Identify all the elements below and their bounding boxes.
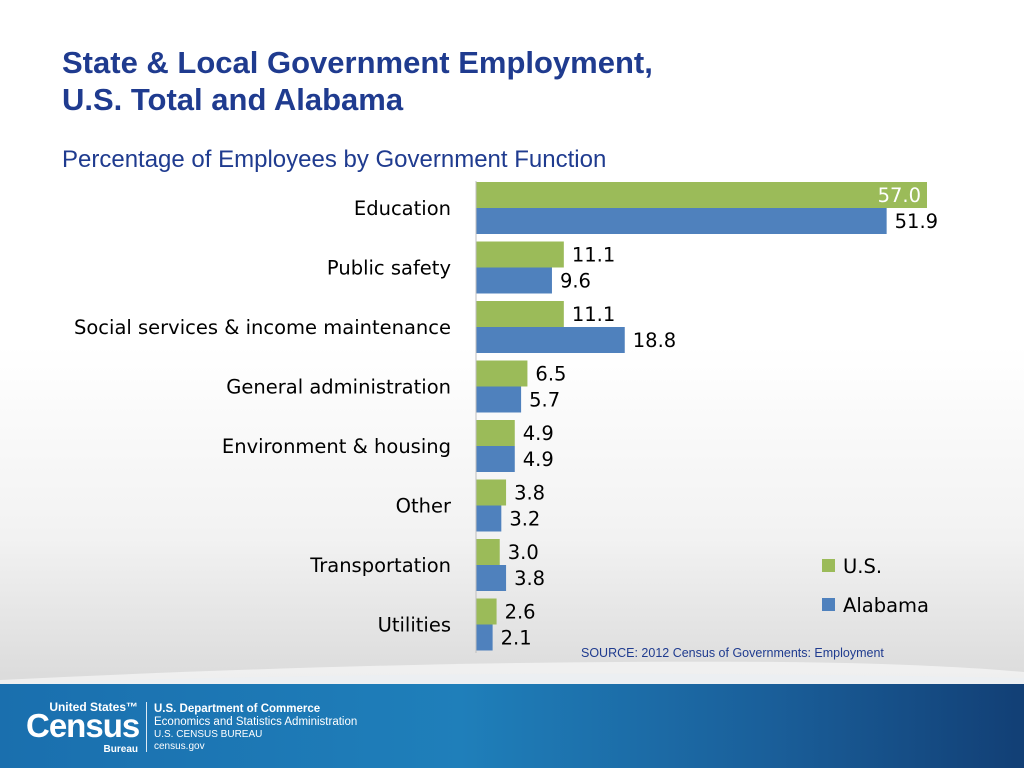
decorative-swoosh (0, 661, 1024, 690)
bar-alabama (476, 208, 887, 234)
bar-us (476, 301, 564, 327)
census-logo[interactable]: United States™ Census Bureau (26, 698, 142, 756)
data-label: 3.0 (508, 541, 539, 564)
category-label: Social services & income maintenance (74, 316, 451, 339)
category-label: Other (396, 495, 452, 518)
chart-subtitle: Percentage of Employees by Government Fu… (62, 146, 607, 173)
data-label: 2.1 (501, 627, 532, 650)
title-line-2: U.S. Total and Alabama (62, 82, 404, 117)
data-label: 11.1 (572, 244, 615, 267)
data-label: 18.8 (633, 329, 676, 352)
logo-united-states: United States™ (49, 700, 138, 714)
legend-swatch (822, 559, 835, 572)
category-label: Environment & housing (222, 435, 451, 458)
category-label: General administration (226, 376, 451, 399)
footer-bureau: U.S. CENSUS BUREAU (154, 729, 263, 740)
bar-us (476, 241, 564, 268)
bar-alabama (476, 624, 493, 651)
bar-us (476, 182, 927, 208)
category-label: Transportation (309, 554, 451, 577)
legend-swatch (822, 598, 835, 611)
legend-label: Alabama (843, 594, 929, 617)
category-label: Education (354, 197, 451, 220)
data-label: 4.9 (523, 422, 554, 445)
title-line-1: State & Local Government Employment, (62, 45, 653, 80)
footer-dept: U.S. Department of Commerce (154, 703, 321, 715)
legend-label: U.S. (843, 555, 882, 578)
data-label: 9.6 (560, 270, 591, 293)
bar-alabama (476, 386, 522, 413)
data-label: 57.0 (878, 184, 921, 207)
source-note: SOURCE: 2012 Census of Governments: Empl… (581, 646, 884, 660)
data-label: 3.2 (509, 508, 540, 531)
bar-alabama (476, 505, 502, 532)
footer-agency-text: U.S. Department of Commerce Economics an… (154, 703, 357, 753)
data-label: 51.9 (895, 210, 938, 233)
bar-us (476, 479, 507, 506)
footer-bar: United States™ Census Bureau U.S. Depart… (0, 684, 1024, 768)
footer-divider (146, 702, 147, 752)
logo-bureau: Bureau (103, 744, 138, 755)
bar-us (476, 360, 528, 387)
data-label: 4.9 (523, 448, 554, 471)
bar-alabama (476, 327, 625, 353)
data-label: 5.7 (529, 389, 560, 412)
data-label: 11.1 (572, 303, 615, 326)
bar-us (476, 539, 500, 565)
category-label: Public safety (327, 257, 451, 280)
logo-census: Census (26, 707, 140, 744)
footer-admin: Economics and Statistics Administration (154, 716, 358, 728)
data-label: 3.8 (514, 482, 545, 505)
bar-us (476, 420, 515, 446)
bar-alabama (476, 267, 552, 294)
bar-us (476, 598, 497, 625)
slide-title: State & Local Government Employment, U.S… (62, 44, 653, 118)
data-label: 2.6 (505, 601, 536, 624)
category-label: Utilities (378, 614, 451, 637)
bar-alabama (476, 446, 515, 472)
bar-alabama (476, 565, 507, 591)
footer-site[interactable]: census.gov (154, 741, 205, 752)
data-label: 3.8 (514, 567, 545, 590)
data-label: 6.5 (535, 363, 566, 386)
